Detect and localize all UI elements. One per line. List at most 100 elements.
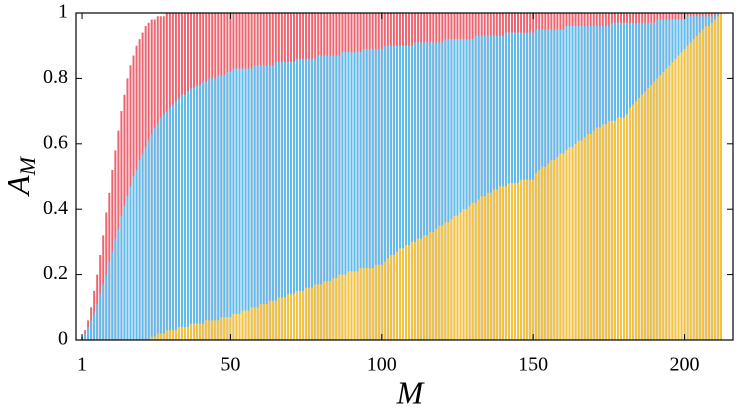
bar xyxy=(459,212,462,340)
bar xyxy=(208,320,211,340)
y-tick-label: 0.8 xyxy=(43,66,68,88)
bar xyxy=(320,55,323,340)
bar xyxy=(356,271,359,340)
bar xyxy=(420,42,423,341)
bar xyxy=(250,307,253,340)
bar xyxy=(377,48,380,340)
bar xyxy=(695,35,698,340)
bar xyxy=(323,55,326,340)
bar xyxy=(223,75,226,340)
bar xyxy=(486,35,489,340)
bar xyxy=(701,29,704,340)
bar xyxy=(314,58,317,340)
bar xyxy=(277,62,280,341)
bar xyxy=(471,39,474,340)
bar xyxy=(474,35,477,340)
bar xyxy=(619,117,622,340)
bar xyxy=(199,323,202,340)
bar xyxy=(453,39,456,340)
bar xyxy=(365,48,368,340)
bar xyxy=(598,127,601,340)
bar xyxy=(680,52,683,341)
bar xyxy=(586,133,589,340)
bar xyxy=(414,42,417,341)
bar xyxy=(171,104,174,340)
bar xyxy=(320,284,323,340)
bar xyxy=(132,176,135,340)
bar xyxy=(202,81,205,341)
y-axis-label-main: A xyxy=(0,175,36,197)
bar xyxy=(492,35,495,340)
bar xyxy=(417,42,420,341)
bar xyxy=(196,323,199,340)
bar xyxy=(144,147,147,340)
bar xyxy=(429,232,432,340)
bar xyxy=(183,94,186,340)
bar xyxy=(398,45,401,340)
bar xyxy=(583,137,586,340)
bar xyxy=(480,35,483,340)
bar xyxy=(650,84,653,340)
plot-frame xyxy=(75,12,734,341)
bar xyxy=(547,163,550,340)
bar xyxy=(108,261,111,340)
bar xyxy=(398,248,401,340)
bar xyxy=(171,330,174,340)
bar xyxy=(105,274,108,340)
bar xyxy=(405,245,408,340)
bar xyxy=(674,58,677,340)
bar xyxy=(504,186,507,340)
bar xyxy=(489,192,492,340)
bar xyxy=(302,58,305,340)
bar xyxy=(616,117,619,340)
bar xyxy=(353,271,356,340)
bar xyxy=(432,232,435,340)
y-tick-label: 0.4 xyxy=(43,197,68,219)
bar xyxy=(471,202,474,340)
bar xyxy=(177,98,180,341)
bar xyxy=(114,238,117,340)
bar xyxy=(607,120,610,340)
bar xyxy=(150,336,153,340)
bar xyxy=(507,183,510,340)
bar xyxy=(193,88,196,341)
bar xyxy=(220,75,223,340)
bar xyxy=(483,196,486,340)
bar xyxy=(117,228,120,340)
bar xyxy=(626,114,629,341)
bar xyxy=(262,304,265,340)
bar xyxy=(308,287,311,340)
bar xyxy=(438,225,441,340)
bar xyxy=(232,68,235,340)
bar xyxy=(713,19,716,340)
bar xyxy=(517,183,520,340)
bar xyxy=(177,326,180,340)
bar xyxy=(562,153,565,340)
y-tick-label: 0 xyxy=(58,328,68,350)
bar xyxy=(377,264,380,340)
bar xyxy=(408,45,411,340)
bar xyxy=(292,62,295,341)
bar xyxy=(223,317,226,340)
bar xyxy=(335,277,338,340)
bar xyxy=(698,32,701,341)
bar xyxy=(411,241,414,340)
bar xyxy=(423,42,426,341)
bar xyxy=(635,101,638,340)
bar xyxy=(623,117,626,340)
bar xyxy=(501,186,504,340)
bar xyxy=(99,294,102,340)
bar xyxy=(550,160,553,340)
bar xyxy=(565,150,568,340)
bar xyxy=(486,192,489,340)
bar xyxy=(465,209,468,340)
bar xyxy=(432,42,435,341)
bar xyxy=(256,65,259,340)
bar xyxy=(299,58,302,340)
bar xyxy=(644,91,647,340)
bar xyxy=(159,117,162,340)
bar xyxy=(414,241,417,340)
bar xyxy=(341,52,344,341)
bar xyxy=(283,297,286,340)
bar xyxy=(456,215,459,340)
